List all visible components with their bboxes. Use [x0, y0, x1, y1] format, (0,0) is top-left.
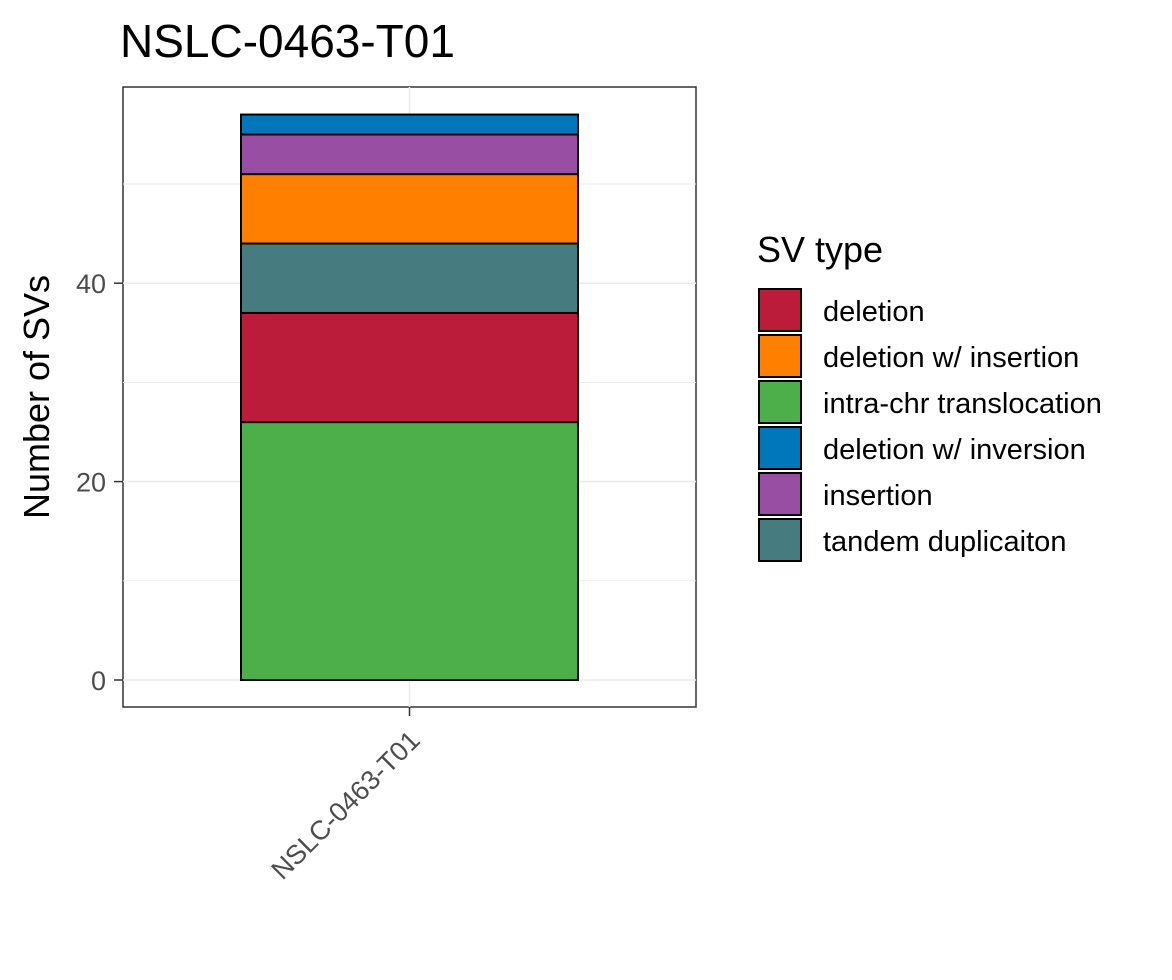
legend-swatch: [758, 288, 802, 332]
bar-segment-intra-chr-translocation: [240, 421, 579, 681]
bar-segment-tandem-duplicaiton: [240, 242, 579, 314]
legend-swatch: [758, 426, 802, 470]
legend-swatch: [758, 380, 802, 424]
bar-segment-deletion: [240, 311, 579, 424]
x-tick-label: NSLC-0463-T01: [266, 725, 426, 885]
legend-label: intra-chr translocation: [823, 388, 1102, 420]
legend-swatch: [758, 518, 802, 562]
legend-label: deletion w/ inversion: [823, 434, 1086, 466]
y-axis-label: Number of SVs: [16, 275, 57, 519]
legend-label: insertion: [823, 480, 933, 512]
bar-segment-insertion: [240, 133, 579, 176]
bar-segment-deletion-w-inversion: [240, 113, 579, 136]
chart-title: NSLC-0463-T01: [120, 15, 455, 67]
y-tick-label: 0: [91, 666, 106, 696]
legend: deletion deletion w/ insertion intra-chr t…: [758, 288, 1102, 562]
y-tick-label: 40: [76, 269, 106, 299]
y-axis-ticks: 0 20 40: [76, 269, 123, 696]
x-axis-ticks: NSLC-0463-T01: [266, 707, 426, 885]
legend-label: deletion: [823, 296, 925, 328]
bar-segments: [240, 113, 579, 681]
legend-title: SV type: [757, 229, 883, 270]
y-tick-label: 20: [76, 468, 106, 498]
bar-segment-deletion-w-insertion: [240, 173, 579, 245]
legend-swatch: [758, 334, 802, 378]
legend-label: deletion w/ insertion: [823, 342, 1079, 374]
legend-label: tandem duplicaiton: [823, 526, 1066, 558]
legend-swatch: [758, 472, 802, 516]
